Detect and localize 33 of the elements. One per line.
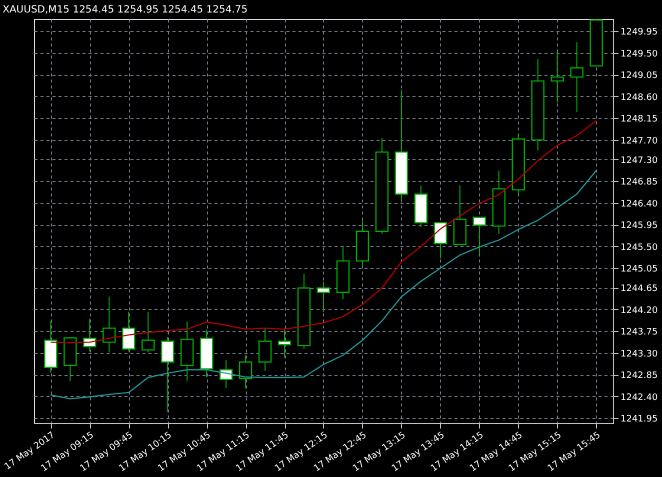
y-tick-label: 1245.05 [620,264,658,275]
candlestick [122,311,136,352]
y-tick-label: 1242.85 [620,371,658,382]
line-series [50,170,597,400]
candlestick [238,354,252,389]
y-tick-label: 1246.85 [620,178,658,188]
y-tick-label: 1248.60 [620,92,658,103]
y-tick-label: 1245.50 [620,242,658,253]
y-tick-label: 1241.95 [620,414,658,425]
y-tick-label: 1249.95 [620,28,658,38]
y-tick-label: 1248.15 [620,114,658,125]
y-tick-label: 1243.30 [620,349,658,360]
candlestick [316,281,330,313]
candlestick [550,50,564,104]
y-tick-label: 1247.70 [620,136,658,146]
y-tick-label: 1243.75 [620,328,658,338]
chart-title: XAUUSD,M15 1254.45 1254.95 1254.45 1254.75 [2,4,248,16]
y-tick-label: 1244.65 [620,284,658,294]
candlestick [278,328,292,358]
candlestick [102,296,116,353]
y-tick-label: 1242.40 [620,392,658,403]
candlestick [258,328,272,372]
y-tick-label: 1249.05 [620,71,658,82]
candlestick [570,42,584,112]
y-tick-label: 1249.50 [620,49,658,60]
y-tick-label: 1245.95 [620,221,658,232]
candlestick [434,222,448,259]
y-tick-label: 1246.40 [620,199,658,210]
y-tick-label: 1247.30 [620,156,658,166]
candlestick [161,336,174,412]
candlestick [142,311,155,353]
y-tick-label: 1244.20 [620,306,658,316]
candlestick [472,216,486,256]
